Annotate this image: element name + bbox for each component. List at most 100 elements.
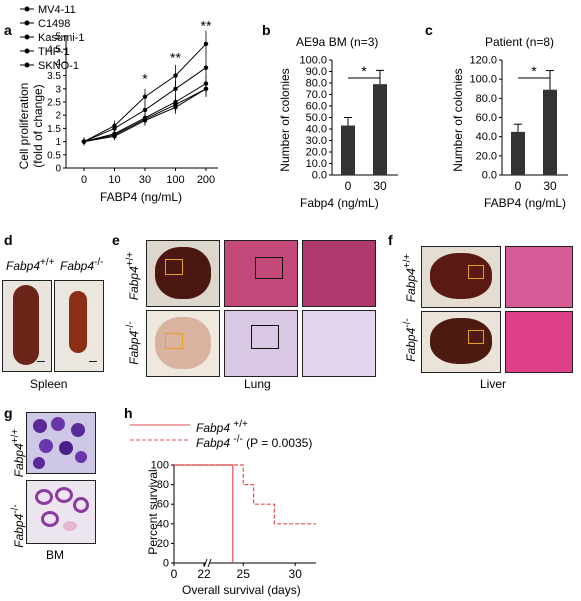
chart-a-ylabel-line1: Cell proliferation [17,82,31,170]
a-legend-label: SKNO-1 [38,60,79,72]
a-xtick-label: 10 [108,174,120,186]
c-ytick-label: 20.0 [476,150,497,162]
g-caption: BM [46,548,64,562]
a-xtick-label: 100 [166,174,184,186]
a-legend-label: MV4-11 [38,4,76,16]
a-point [173,102,178,107]
a-legend-marker [24,34,30,40]
panel-a-label: a [4,22,12,38]
h-ytick-label: 20 [157,538,169,550]
h-series-ko [174,464,316,525]
e-caption: Lung [244,377,271,391]
bm-wt-cytospin [26,412,96,474]
a-legend-label: C1498 [38,18,70,30]
a-legend-marker [24,6,30,12]
chart-a: 0 0.5 1 1.5 2 2.5 3 3.5 4 4.5 5 0 10 30 100 200 MV4-11 C1… [20,4,218,186]
a-point [203,65,209,70]
h-ytick-label: 40 [157,518,169,530]
c-bar [511,131,525,175]
c-ytick-label: 100.0 [469,74,497,86]
d-genotype-wt: Fabp4+/+ [6,257,55,273]
b-ytick-label: 50.0 [306,112,327,124]
b-ytick-label: 80.0 [306,78,327,90]
b-ytick-label: 70.0 [306,89,327,101]
a-point [112,132,117,138]
h-ytick-label: 60 [157,499,169,511]
b-xtick-label: 30 [373,179,387,193]
f-genotype-wt: Fabp4+/+ [402,253,418,303]
liver-wt-histology [505,246,573,308]
panel-h-label: h [124,405,133,421]
lung-wt-gross-photo [146,240,220,307]
liver-wt-gross-photo [421,246,501,308]
lung-ko-histology-high [302,310,376,377]
a-xtick-label: 200 [197,174,215,186]
chart-b-ylabel: Number of colonies [278,68,292,172]
c-ytick-label: 80.0 [476,93,497,105]
c-sig-star: * [531,63,537,79]
chart-c-ylabel: Number of colonies [451,68,465,172]
a-ytick-label: 0 [55,164,61,175]
panel-g-label: g [4,405,13,421]
a-sig-200: ** [201,18,212,34]
chart-b-xlabel: Fabp4 (ng/mL) [300,196,379,210]
a-point [81,139,87,144]
c-bar [543,89,557,175]
a-ytick-label: 4.5 [47,45,61,56]
c-ytick-label: 0.0 [482,170,497,182]
a-point [173,73,178,78]
h-xtick-label: 25 [237,567,251,581]
b-ytick-label: 30.0 [306,135,327,147]
b-xtick-label: 0 [345,179,352,193]
panel-b-label: b [262,22,271,38]
chart-h: 0 20 40 60 80 100 0 22 25 30 [130,424,316,581]
b-sig-star: * [361,63,367,79]
a-point [142,94,148,99]
c-xtick-label: 0 [515,179,522,193]
liver-ko-gross-photo [421,311,501,373]
chart-c: 0.0 20.0 40.0 60.0 80.0 100.0 120.0 0 30 * [469,55,568,193]
chart-b-title: AE9a BM (n=3) [296,35,379,49]
a-ytick-label: 2 [55,111,61,122]
a-point [112,126,117,131]
a-sig-30: * [142,71,148,87]
a-legend-marker [24,20,30,26]
b-bar [341,125,355,175]
a-legend-label: THP-1 [38,46,70,58]
panel-f-label: f [388,232,393,248]
h-ytick-label: 80 [157,479,169,491]
panel-c-label: c [425,22,433,38]
b-ytick-label: 20.0 [306,147,327,159]
h-series-wt [174,464,234,563]
spleen-wt-photo [2,280,52,372]
a-legend-label: Kasumi-1 [38,32,84,44]
b-ytick-label: 60.0 [306,101,327,113]
d-genotype-ko: Fabp4-/- [60,257,104,273]
lung-ko-histology-low [224,310,298,377]
a-ytick-label: 1 [55,137,61,148]
spleen-ko-photo [54,280,104,372]
a-point [203,41,209,47]
panel-e-label: e [112,232,120,248]
b-ytick-label: 90.0 [306,66,327,78]
a-ytick-label: 2.5 [47,98,61,109]
a-xtick-label: 0 [81,174,87,186]
c-ytick-label: 60.0 [476,112,497,124]
h-xtick-label: 30 [289,567,303,581]
b-ytick-label: 40.0 [306,124,327,136]
f-caption: Liver [480,377,507,391]
h-ylabel: Percent survival [146,469,160,555]
a-ytick-label: 5 [55,32,61,43]
lung-wt-histology-high [302,240,376,307]
chart-a-xlabel: FABP4 (ng/mL) [100,190,183,204]
chart-a-ylabel: Cell proliferation (fold of change) [17,71,45,181]
c-ytick-label: 120.0 [469,55,497,67]
a-sig-100: ** [170,49,181,65]
chart-b: 0.010.020.030.040.050.060.070.080.090.01… [299,55,398,193]
a-ytick-label: 1.5 [47,124,61,135]
b-ytick-label: 100.0 [299,55,327,67]
f-genotype-ko: Fabp4-/- [402,318,418,362]
h-axis-break [207,558,212,568]
h-ytick-label: 0 [163,558,169,570]
a-legend-marker [24,62,30,68]
